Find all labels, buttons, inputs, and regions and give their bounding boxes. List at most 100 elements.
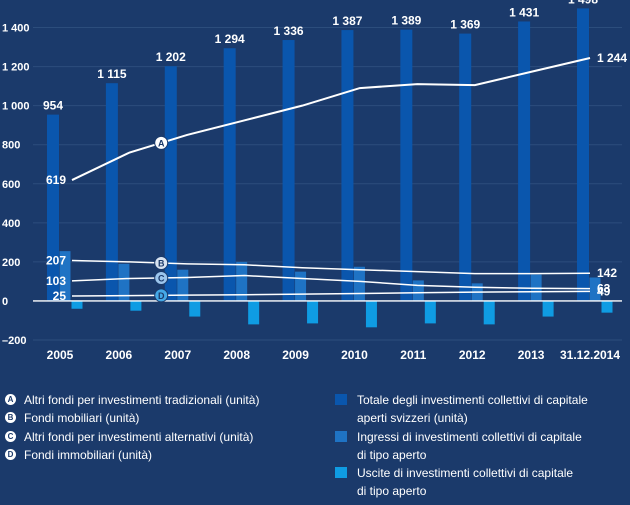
y-tick-label: 800	[2, 140, 20, 152]
legend-item-in: Ingressi di investimenti collettivi di c…	[335, 428, 582, 464]
bar-total	[47, 114, 59, 301]
data-label-total: 954	[43, 99, 63, 113]
series-marker-letter-C: C	[158, 273, 165, 283]
series-marker-B	[154, 255, 169, 270]
x-tick-label: 2005	[47, 348, 74, 362]
series-line-B	[71, 259, 591, 275]
x-tick-label: 2007	[164, 348, 191, 362]
bar-in	[59, 251, 71, 301]
x-tick-label: 2011	[400, 348, 426, 362]
bar-total	[400, 29, 413, 301]
data-label-total: 1 369	[450, 18, 480, 32]
bar-in	[118, 263, 130, 301]
bar-out	[71, 300, 83, 309]
bar-total	[518, 21, 531, 301]
legend-label-in: Ingressi di investimenti collettivi di c…	[357, 430, 582, 462]
legend-label-out: Uscite di investimenti collettivi di cap…	[357, 466, 574, 498]
x-tick-label: 2006	[106, 348, 133, 362]
x-tick-label: 2009	[282, 348, 309, 362]
series-line-D	[71, 290, 591, 297]
bar-total	[282, 40, 295, 301]
y-tick-label: 1 000	[2, 101, 30, 113]
bar-out	[365, 300, 377, 328]
series-marker-letter-A: A	[158, 138, 165, 148]
bar-total	[164, 66, 177, 301]
legend-item-C: C Altri fondi per investimenti alternati…	[5, 428, 253, 446]
bar-in	[353, 266, 365, 301]
legend-label-A: Altri fondi per investimenti tradizional…	[24, 393, 260, 407]
bar-total	[105, 83, 118, 301]
bar-total	[459, 33, 472, 301]
legend-item-total: Totale degli investimenti collettivi di …	[335, 391, 588, 427]
series-start-label-B: 207	[46, 254, 66, 268]
series-marker-letter-B: B	[158, 258, 165, 268]
data-label-total: 1 336	[274, 24, 304, 38]
legend-label-B: Fondi mobiliari (unità)	[24, 411, 140, 425]
series-start-label-A: 619	[46, 173, 66, 187]
series-end-label-D: 49	[597, 284, 611, 298]
x-tick-label: 2010	[341, 348, 368, 362]
data-label-total: 1 294	[215, 32, 245, 46]
legend-label-C: Altri fondi per investimenti alternativi…	[24, 430, 254, 444]
series-start-label-C: 103	[46, 274, 66, 288]
data-label-total: 1 202	[156, 50, 186, 64]
bar-in	[236, 261, 248, 301]
legend-label-total: Totale degli investimenti collettivi di …	[357, 393, 588, 425]
series-end-label-A: 1 244	[597, 51, 627, 65]
series-end-label-C: 63	[597, 282, 611, 296]
y-tick-label: 1 400	[2, 23, 30, 35]
x-tick-label: 2008	[223, 348, 250, 362]
y-tick-label: 400	[2, 218, 20, 230]
bar-out	[424, 300, 436, 324]
data-label-total: 1 389	[391, 14, 421, 28]
data-label-total: 1 387	[332, 14, 362, 28]
series-marker-letter-D: D	[158, 291, 165, 301]
y-tick-label: –200	[2, 335, 26, 347]
series-marker-A	[154, 135, 169, 150]
series-line-A	[71, 57, 591, 181]
y-tick-label: 600	[2, 179, 20, 191]
legend-label-D: Fondi immobiliari (unità)	[24, 448, 153, 462]
x-tick-label: 2012	[459, 348, 486, 362]
legend-marker-D: D	[5, 449, 16, 460]
bar-in	[177, 269, 189, 301]
x-tick-label: 2013	[518, 348, 545, 362]
bar-out	[601, 300, 613, 313]
legend-swatch-in	[335, 431, 347, 442]
legend-item-B: B Fondi mobiliari (unità)	[5, 409, 139, 427]
bar-total	[577, 8, 589, 301]
y-tick-label: 0	[2, 296, 8, 308]
bar-total	[223, 48, 236, 301]
series-line-C	[71, 274, 591, 290]
bar-out	[248, 300, 260, 325]
y-tick-label: 200	[2, 257, 20, 269]
bar-out	[130, 300, 142, 311]
bar-total	[341, 30, 354, 301]
bar-out	[189, 300, 201, 317]
series-marker-C	[154, 270, 169, 285]
bar-out	[542, 300, 554, 317]
legend-swatch-out	[335, 467, 347, 478]
legend-marker-A: A	[5, 394, 16, 405]
legend-swatch-total	[335, 394, 347, 405]
data-label-total: 1 498	[568, 0, 598, 6]
legend-item-out: Uscite di investimenti collettivi di cap…	[335, 464, 573, 500]
bar-in	[589, 277, 601, 301]
series-marker-D	[154, 288, 169, 303]
x-tick-label: 31.12.2014	[560, 348, 620, 362]
legend: A Altri fondi per investimenti tradizion…	[0, 388, 630, 505]
data-label-total: 1 115	[97, 67, 127, 81]
series-start-label-D: 25	[53, 289, 67, 303]
legend-marker-B: B	[5, 412, 16, 423]
chart-svg: –200 0 200 400 600 800 1 000 1 200 1 400 954 1 115…	[2, 0, 627, 362]
bar-in	[412, 280, 424, 301]
legend-item-D: D Fondi immobiliari (unità)	[5, 446, 152, 464]
y-tick-label: 1 200	[2, 62, 30, 74]
bar-out	[483, 300, 495, 325]
legend-marker-C: C	[5, 431, 16, 442]
bar-out	[307, 300, 319, 324]
bar-in	[295, 271, 307, 301]
data-label-total: 1 431	[509, 5, 539, 19]
series-end-label-B: 142	[597, 266, 617, 280]
